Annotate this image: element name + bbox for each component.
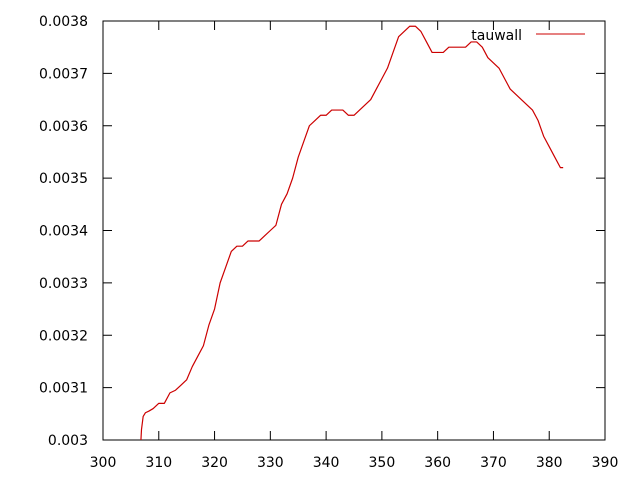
y-tick-label: 0.0036	[39, 119, 88, 135]
x-tick-label: 360	[424, 455, 451, 471]
x-tick-label: 390	[592, 455, 619, 471]
x-tick-label: 380	[536, 455, 563, 471]
x-tick-label: 300	[90, 455, 117, 471]
y-axis: 0.003 0.0031 0.0032 0.0033 0.0034 0.0035 0.003…	[39, 14, 605, 449]
legend: tauwall	[471, 28, 585, 44]
x-tick-label: 350	[369, 455, 396, 471]
x-tick-label: 310	[145, 455, 172, 471]
x-tick-label: 340	[313, 455, 340, 471]
y-tick-label: 0.003	[48, 433, 88, 449]
legend-label: tauwall	[471, 28, 522, 44]
x-tick-label: 370	[480, 455, 507, 471]
y-tick-label: 0.0032	[39, 328, 88, 344]
y-tick-label: 0.0034	[39, 224, 88, 240]
y-tick-label: 0.0038	[39, 14, 88, 30]
plot-area-border	[102, 20, 606, 441]
y-tick-label: 0.0031	[39, 381, 88, 397]
x-tick-label: 330	[257, 455, 284, 471]
series-layer	[140, 25, 564, 441]
series-line-tauwall	[140, 25, 564, 441]
x-axis: 300 310 320 330 340 350 360 370 380 390	[90, 21, 619, 471]
y-tick-label: 0.0035	[39, 171, 88, 187]
y-tick-label: 0.0033	[39, 276, 88, 292]
x-tick-label: 320	[201, 455, 228, 471]
y-tick-label: 0.0037	[39, 66, 88, 82]
